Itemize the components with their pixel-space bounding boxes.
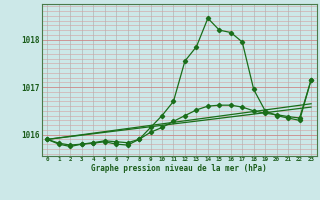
- X-axis label: Graphe pression niveau de la mer (hPa): Graphe pression niveau de la mer (hPa): [91, 164, 267, 173]
